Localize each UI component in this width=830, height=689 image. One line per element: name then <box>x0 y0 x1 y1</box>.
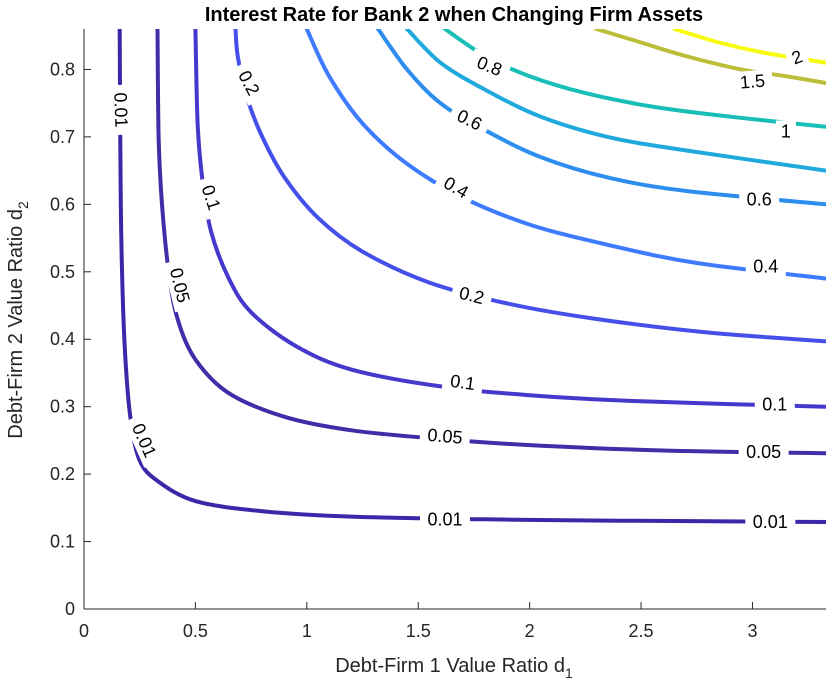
contour-label-text: 1.5 <box>739 71 766 93</box>
contour-label-text: 0.4 <box>753 256 778 276</box>
contour-line-0-05 <box>155 29 826 456</box>
contour-label-0-6-1: 0.6 <box>739 188 780 211</box>
y-tick-label: 0.6 <box>50 194 75 214</box>
y-tick-label: 0.3 <box>50 397 75 417</box>
contour-label-text: 1 <box>781 122 791 142</box>
contour-line-0-6 <box>376 29 826 207</box>
y-axis-label-main: Debt-Firm 2 Value Ratio d <box>5 209 27 439</box>
contour-label-text: 0.01 <box>753 512 788 532</box>
contour-label-0-01-3: 0.01 <box>745 511 796 533</box>
contour-label-text: 0.01 <box>427 509 462 529</box>
contour-label-text: 0.05 <box>427 425 464 448</box>
x-tick-label: 1 <box>302 621 312 641</box>
contour-label-text: 0.2 <box>457 283 486 308</box>
y-tick-label: 0.8 <box>50 59 75 79</box>
contour-label-text: 0.1 <box>762 395 787 415</box>
contour-label-0-6-0: 0.6 <box>446 101 493 139</box>
x-tick-label: 2 <box>525 621 535 641</box>
contour-label-0-4-1: 0.4 <box>745 255 786 278</box>
y-tick-label: 0.4 <box>50 329 75 349</box>
x-tick-label: 0 <box>79 621 89 641</box>
x-tick-label: 0.5 <box>183 621 208 641</box>
contour-label-0-2-1: 0.2 <box>449 279 494 311</box>
contour-label-0-05-2: 0.05 <box>738 440 789 463</box>
contour-label-1-0: 1 <box>775 120 796 143</box>
contour-label-text: 0.01 <box>110 92 131 128</box>
contour-label-0-01-0: 0.01 <box>108 84 133 136</box>
y-tick-label: 0.5 <box>50 262 75 282</box>
contour-label-2-0: 2 <box>783 43 811 72</box>
contour-label-0-8-0: 0.8 <box>466 48 513 84</box>
x-axis-label-sub: 1 <box>565 665 573 681</box>
x-tick-label: 2.5 <box>629 621 654 641</box>
contour-line-0-4 <box>304 29 826 281</box>
contour-label-0-05-0: 0.05 <box>163 258 197 313</box>
contour-line-0-1 <box>193 29 826 409</box>
contour-label-0-1-2: 0.1 <box>754 393 795 416</box>
contour-label-0-05-1: 0.05 <box>419 423 471 450</box>
contour-line-0-01 <box>117 29 826 524</box>
contour-line-0-8 <box>405 29 826 173</box>
y-tick-label: 0.2 <box>50 464 75 484</box>
contour-label-0-01-1: 0.01 <box>123 413 165 468</box>
y-tick-label: 0.7 <box>50 127 75 147</box>
y-tick-label: 0 <box>65 599 75 619</box>
contour-label-text: 0.05 <box>166 266 194 305</box>
x-axis-label-main: Debt-Firm 1 Value Ratio d <box>335 655 565 677</box>
chart-title: Interest Rate for Bank 2 when Changing F… <box>205 4 703 26</box>
y-axis-label-sub: 2 <box>15 201 31 209</box>
x-ticks: 0 0.5 1 1.5 2 2.5 3 <box>79 602 757 641</box>
contour-label-0-1-0: 0.1 <box>194 175 228 221</box>
contour-label-1-5-0: 1.5 <box>731 68 774 95</box>
y-tick-label: 0.1 <box>50 532 75 552</box>
axes <box>83 29 826 610</box>
x-tick-label: 1.5 <box>406 621 431 641</box>
contour-label-text: 0.05 <box>746 442 781 462</box>
contour-label-0-2-0: 0.2 <box>229 60 269 106</box>
y-axis-label: Debt-Firm 2 Value Ratio d2 <box>5 201 31 439</box>
contour-line-1-5 <box>594 29 826 85</box>
contour-label-0-1-1: 0.1 <box>441 368 485 397</box>
y-ticks: 0 0.1 0.2 0.3 0.4 0.5 0.6 0.7 0.8 <box>50 59 91 619</box>
contour-label-text: 0.1 <box>449 371 477 394</box>
x-tick-label: 3 <box>747 621 757 641</box>
contour-label-0-01-2: 0.01 <box>420 508 470 531</box>
contour-label-text: 0.6 <box>747 190 772 210</box>
x-axis-label: Debt-Firm 1 Value Ratio d1 <box>335 655 573 681</box>
